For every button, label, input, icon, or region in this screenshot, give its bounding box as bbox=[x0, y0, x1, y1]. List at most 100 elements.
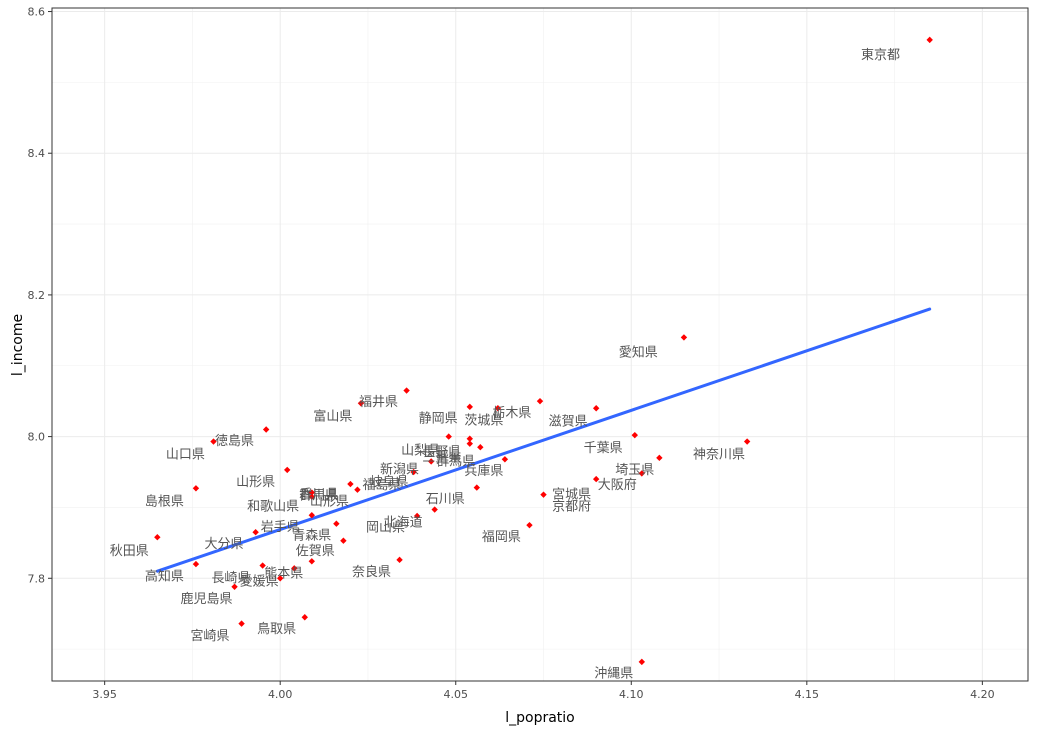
point-label: 青森県 bbox=[292, 528, 331, 543]
data-point bbox=[357, 400, 365, 407]
data-point bbox=[340, 537, 347, 544]
data-point bbox=[638, 658, 646, 666]
y-tick-label: 8.0 bbox=[28, 431, 46, 444]
point-label: 奈良県 bbox=[352, 564, 391, 580]
point-label: 高知県 bbox=[145, 568, 184, 584]
data-point bbox=[427, 458, 435, 465]
point-label: 千葉県 bbox=[584, 441, 623, 456]
data-point bbox=[494, 405, 502, 412]
point-label: 福井県 bbox=[359, 395, 398, 410]
major-gridlines bbox=[52, 8, 1028, 681]
point-label: 静岡県 bbox=[419, 411, 458, 426]
point-label: 栃木県 bbox=[492, 406, 531, 421]
point-label: 埼玉県 bbox=[615, 463, 654, 478]
point-label: 山梨県 bbox=[401, 443, 440, 458]
x-tick-label: 4.05 bbox=[443, 688, 468, 701]
data-point bbox=[284, 466, 291, 474]
x-tick-label: 4.20 bbox=[970, 688, 995, 701]
point-label: 山形県 bbox=[310, 494, 349, 509]
data-point bbox=[926, 36, 933, 44]
y-tick-label: 7.8 bbox=[28, 572, 46, 585]
point-label: 香川県 bbox=[299, 487, 338, 502]
data-point bbox=[592, 475, 600, 483]
trend-line-layer bbox=[155, 307, 932, 573]
data-point bbox=[277, 575, 284, 582]
point-label: 石川県 bbox=[426, 492, 465, 507]
point-label: 京都府 bbox=[552, 499, 591, 514]
data-point bbox=[477, 444, 484, 451]
data-point bbox=[347, 480, 354, 488]
x-axis-ticks: 3.95 4.00 4.05 4.10 4.15 4.20 bbox=[92, 681, 995, 701]
data-point bbox=[252, 529, 259, 536]
point-label: 三重県 bbox=[422, 449, 461, 465]
point-label: 佐賀県 bbox=[296, 544, 335, 559]
point-label: 岡山県 bbox=[366, 521, 405, 536]
data-point bbox=[291, 565, 298, 572]
point-label: 茨城県 bbox=[464, 414, 503, 429]
data-point bbox=[308, 489, 315, 496]
data-point bbox=[210, 438, 217, 445]
point-label: 長野県 bbox=[422, 445, 461, 460]
point-label: 新潟県 bbox=[380, 461, 419, 477]
data-point bbox=[354, 486, 361, 493]
point-label: 宮崎県 bbox=[190, 628, 229, 644]
point-label: 秋田県 bbox=[110, 544, 149, 559]
point-label: 福岡県 bbox=[482, 530, 521, 545]
y-tick-label: 8.2 bbox=[28, 289, 46, 302]
data-point bbox=[501, 456, 509, 463]
data-point bbox=[656, 454, 663, 462]
data-point bbox=[413, 512, 421, 520]
point-label: 岩手県 bbox=[261, 520, 300, 535]
data-point bbox=[301, 614, 308, 621]
point-label: 和歌山県 bbox=[247, 499, 299, 514]
data-point bbox=[262, 426, 270, 433]
trend-line bbox=[155, 307, 932, 573]
point-label: 群馬県 bbox=[436, 455, 475, 470]
x-tick-label: 4.10 bbox=[619, 688, 644, 701]
point-label: 福島県 bbox=[363, 478, 402, 493]
point-label: 山形県 bbox=[236, 475, 275, 490]
y-axis-title: l_income bbox=[10, 314, 26, 376]
data-point bbox=[592, 405, 600, 412]
data-point bbox=[308, 512, 315, 519]
data-point bbox=[396, 556, 403, 564]
data-point bbox=[466, 403, 473, 411]
point-label: 岐阜県 bbox=[370, 474, 409, 490]
data-point bbox=[403, 387, 410, 394]
point-label: 群馬県 bbox=[299, 489, 338, 504]
point-label: 愛知県 bbox=[619, 345, 658, 361]
point-label: 鳥取県 bbox=[257, 622, 296, 637]
point-label: 宮城県 bbox=[552, 486, 591, 502]
data-point bbox=[192, 560, 200, 568]
data-point bbox=[526, 521, 533, 529]
data-point bbox=[238, 620, 245, 627]
point-label: 山口県 bbox=[166, 448, 205, 463]
point-label: 兵庫県 bbox=[464, 464, 503, 479]
data-point bbox=[333, 520, 340, 527]
point-label: 神奈川県 bbox=[693, 448, 745, 463]
data-points bbox=[154, 36, 933, 666]
point-label: 東京都 bbox=[861, 47, 900, 63]
y-tick-label: 8.4 bbox=[28, 147, 46, 160]
data-point bbox=[445, 433, 452, 440]
data-point bbox=[638, 470, 646, 477]
data-point bbox=[410, 468, 417, 476]
data-point bbox=[431, 506, 438, 513]
point-label: 熊本県 bbox=[264, 566, 303, 582]
minor-gridlines bbox=[52, 8, 1028, 681]
x-axis-title: l_popratio bbox=[505, 710, 575, 726]
data-point bbox=[308, 558, 315, 565]
point-label: 沖縄県 bbox=[594, 666, 633, 681]
data-point bbox=[466, 435, 473, 442]
data-point bbox=[192, 485, 200, 492]
point-label: 徳島県 bbox=[215, 434, 254, 449]
point-label: 大分県 bbox=[205, 537, 244, 552]
data-point bbox=[540, 491, 547, 498]
point-label: 大阪府 bbox=[598, 478, 637, 493]
data-point bbox=[259, 562, 266, 569]
x-tick-label: 3.95 bbox=[92, 688, 117, 701]
y-axis-ticks: 7.8 8.0 8.2 8.4 8.6 bbox=[28, 6, 52, 585]
